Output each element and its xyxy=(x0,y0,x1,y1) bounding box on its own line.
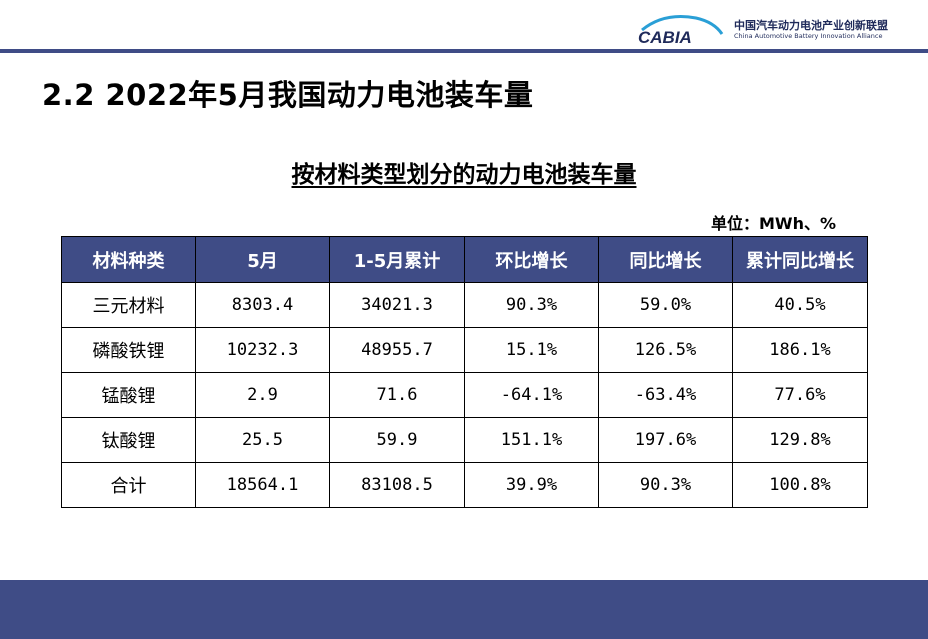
table-cell: 10232.3 xyxy=(195,327,330,373)
table-cell: 8303.4 xyxy=(195,282,330,328)
table-row: 三元材料 8303.4 34021.3 90.3% 59.0% 40.5% xyxy=(61,282,868,328)
table-cell: 151.1% xyxy=(464,417,599,463)
table-row: 磷酸铁锂 10232.3 48955.7 15.1% 126.5% 186.1% xyxy=(61,327,868,373)
table-cell: 25.5 xyxy=(195,417,330,463)
table-header-row: 材料种类 5月 1-5月累计 环比增长 同比增长 累计同比增长 xyxy=(61,236,868,283)
column-header: 1-5月累计 xyxy=(329,236,465,283)
footer-band xyxy=(0,580,928,639)
table-cell: 15.1% xyxy=(464,327,599,373)
table-cell: 39.9% xyxy=(464,462,599,508)
material-name-cell: 锰酸锂 xyxy=(61,372,196,418)
table-total-row: 合计 18564.1 83108.5 39.9% 90.3% 100.8% xyxy=(61,462,868,508)
table-cell: 71.6 xyxy=(329,372,465,418)
logo-wordmark: CABIA xyxy=(638,28,692,46)
table-cell: 77.6% xyxy=(732,372,868,418)
org-name-cn: 中国汽车动力电池产业创新联盟 xyxy=(734,19,888,32)
material-name-cell: 磷酸铁锂 xyxy=(61,327,196,373)
cabia-logo-icon: CABIA xyxy=(638,15,724,46)
column-header: 同比增长 xyxy=(598,236,733,283)
table-cell: 90.3% xyxy=(598,462,733,508)
table-cell: 90.3% xyxy=(464,282,599,328)
slide-title: 2.2 2022年5月我国动力电池装车量 xyxy=(42,78,534,112)
battery-material-table: 材料种类 5月 1-5月累计 环比增长 同比增长 累计同比增长 三元材料 830… xyxy=(61,236,868,508)
column-header: 累计同比增长 xyxy=(732,236,868,283)
table-cell: 100.8% xyxy=(732,462,868,508)
table-cell: 34021.3 xyxy=(329,282,465,328)
table-cell: 59.9 xyxy=(329,417,465,463)
table-title-text: 按材料类型划分的动力电池装车量 xyxy=(291,162,637,188)
cabia-logo: CABIA 中国汽车动力电池产业创新联盟 China Automotive Ba… xyxy=(628,8,900,48)
table-cell: 186.1% xyxy=(732,327,868,373)
table-cell: -64.1% xyxy=(464,372,599,418)
table-cell: 126.5% xyxy=(598,327,733,373)
table-row: 钛酸锂 25.5 59.9 151.1% 197.6% 129.8% xyxy=(61,417,868,463)
header-divider xyxy=(0,49,928,53)
table-cell: 18564.1 xyxy=(195,462,330,508)
table-cell: 59.0% xyxy=(598,282,733,328)
table-cell: 83108.5 xyxy=(329,462,465,508)
column-header: 材料种类 xyxy=(61,236,196,283)
material-name-cell: 三元材料 xyxy=(61,282,196,328)
material-name-cell: 钛酸锂 xyxy=(61,417,196,463)
table-cell: 40.5% xyxy=(732,282,868,328)
table-title: 按材料类型划分的动力电池装车量 xyxy=(0,155,928,189)
column-header: 5月 xyxy=(195,236,330,283)
table-row: 锰酸锂 2.9 71.6 -64.1% -63.4% 77.6% xyxy=(61,372,868,418)
table-cell: 129.8% xyxy=(732,417,868,463)
table-cell: 2.9 xyxy=(195,372,330,418)
unit-label: 单位：MWh、% xyxy=(711,214,836,233)
column-header: 环比增长 xyxy=(464,236,599,283)
table-cell: 48955.7 xyxy=(329,327,465,373)
table-cell: -63.4% xyxy=(598,372,733,418)
table-cell: 197.6% xyxy=(598,417,733,463)
material-name-cell: 合计 xyxy=(61,462,196,508)
org-name-en: China Automotive Battery Innovation Alli… xyxy=(734,32,883,40)
